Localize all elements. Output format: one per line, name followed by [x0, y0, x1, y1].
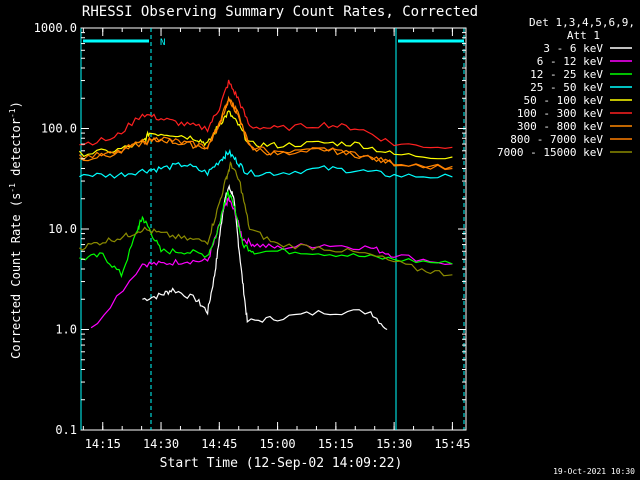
series-line-5 — [79, 79, 453, 150]
x-tick-label: 15:30 — [376, 437, 412, 451]
y-tick-label: 100.0 — [41, 122, 77, 136]
y-axis-label-end: ) — [9, 101, 23, 108]
legend-entry-label: 300 - 800 keV — [517, 120, 603, 133]
legend-entry-label: 25 - 50 keV — [530, 81, 603, 94]
series-line-1 — [90, 195, 453, 329]
y-axis-label-sup2: -1 — [8, 108, 17, 118]
y-axis-label-group: Corrected Count Rate (s-1 detector-1) — [8, 101, 23, 359]
series-layer: N — [78, 28, 465, 430]
x-tick-label: 14:45 — [201, 437, 237, 451]
legend-header: Det 1,3,4,5,6,9, — [529, 16, 635, 29]
series-line-8 — [79, 161, 453, 277]
series-line-3 — [79, 148, 453, 179]
legend-entry-label: 7000 - 15000 keV — [497, 146, 603, 159]
x-tick-label: 15:00 — [260, 437, 296, 451]
legend-entry-label: 800 - 7000 keV — [510, 133, 603, 146]
legend-entry-label: 50 - 100 keV — [524, 94, 604, 107]
x-axis-label: Start Time (12-Sep-02 14:09:22) — [160, 456, 403, 471]
y-tick-label: 0.1 — [55, 423, 77, 437]
y-tick-label: 10.0 — [48, 222, 77, 236]
series-line-0 — [142, 184, 388, 331]
legend-entry-label: 3 - 6 keV — [543, 42, 603, 55]
series-line-4 — [78, 110, 453, 160]
y-axis-label-mid: detector — [9, 118, 23, 183]
tick-layer: 0.1 1.0 10.0 100.0 1000.0 14:15 14:30 14:45 15:0… — [34, 21, 471, 451]
x-tick-label: 14:15 — [85, 437, 121, 451]
y-tick-label: 1.0 — [55, 323, 77, 337]
x-tick-label: 15:15 — [318, 437, 354, 451]
y-tick-label: 1000.0 — [34, 21, 77, 35]
y-axis-label-sup1: -1 — [8, 183, 17, 193]
legend-entry-label: 12 - 25 keV — [530, 68, 603, 81]
legend-header-attenuator: Att 1 — [567, 29, 600, 42]
x-tick-label: 14:30 — [143, 437, 179, 451]
y-axis-label-main: Corrected Count Rate (s — [9, 193, 23, 359]
series-line-7 — [78, 98, 453, 171]
night-flag-label: N — [160, 38, 165, 48]
legend-entry-label: 6 - 12 keV — [537, 55, 604, 68]
y-axis-label: Corrected Count Rate (s-1 detector-1) — [8, 101, 23, 359]
legend-entry-label: 100 - 300 keV — [517, 107, 603, 120]
chart-title: RHESSI Observing Summary Count Rates, Co… — [82, 4, 478, 20]
series-line-2 — [79, 190, 453, 279]
x-tick-label: 15:45 — [434, 437, 470, 451]
timestamp: 19-Oct-2021 10:30 — [553, 467, 635, 476]
